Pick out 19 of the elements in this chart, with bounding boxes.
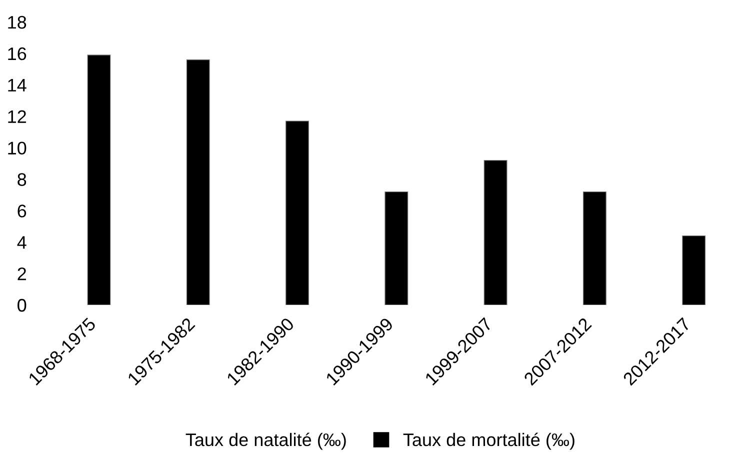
y-tick-label: 2 — [18, 267, 26, 280]
bar — [186, 59, 210, 305]
bar — [87, 54, 111, 305]
y-tick-label: 14 — [8, 79, 26, 92]
y-tick-label: 4 — [17, 236, 26, 249]
legend-label: Taux de mortalité (‰) — [403, 432, 574, 450]
text: Taux de natalité (‰) — [186, 432, 346, 450]
y-tick-label: 16 — [8, 47, 26, 60]
bar — [484, 160, 508, 305]
y-tick-label: 18 — [8, 16, 26, 29]
bar — [582, 191, 606, 305]
bar — [682, 235, 706, 305]
y-tick-label: 0 — [18, 298, 26, 312]
bar — [286, 120, 310, 305]
y-tick-label: 12 — [8, 110, 26, 123]
y-tick-label: 10 — [8, 142, 26, 154]
bar — [384, 191, 408, 305]
y-tick-label: 6 — [18, 204, 26, 218]
y-tick-label: 8 — [18, 173, 26, 186]
